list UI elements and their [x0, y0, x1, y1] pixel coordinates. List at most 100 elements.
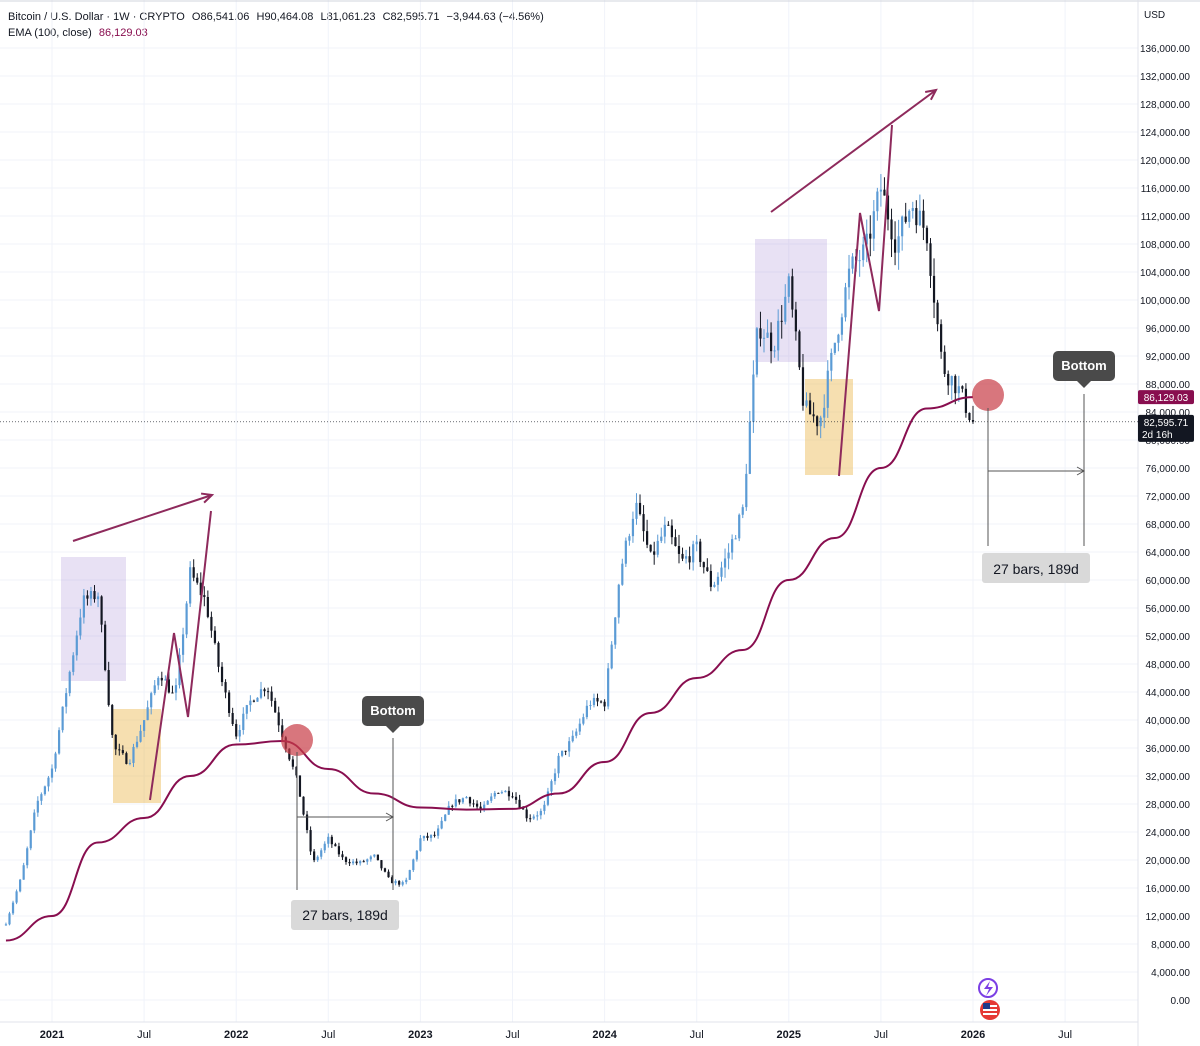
candle-body — [366, 859, 369, 862]
y-tick-label: 100,000.00 — [1140, 296, 1190, 307]
candle-body — [557, 755, 560, 774]
candle-body — [610, 644, 613, 669]
candle-body — [522, 808, 525, 810]
ema-price-tag: 86,129.03 — [1138, 390, 1194, 405]
candle-body — [330, 836, 333, 845]
candle-body — [929, 243, 932, 276]
candle-body — [224, 682, 227, 693]
candle-body — [592, 697, 596, 706]
y-tick-label: 124,000.00 — [1140, 128, 1190, 139]
candle-body — [663, 524, 666, 537]
candle-body — [614, 617, 617, 645]
candle-body — [653, 551, 656, 555]
candle-body — [394, 881, 397, 884]
low-value: 81,061.23 — [326, 11, 376, 23]
countdown-text: 2d 16h — [1142, 430, 1173, 441]
candle-body — [692, 544, 695, 563]
candle-body — [670, 525, 674, 538]
candle-body — [114, 734, 117, 750]
candle-body — [858, 260, 861, 262]
candle-body — [468, 797, 472, 804]
candle-body — [890, 219, 893, 240]
last-price-tag: 82,595.71 2d 16h — [1138, 414, 1194, 442]
candle-body — [479, 806, 482, 810]
candle-body — [784, 296, 787, 322]
candle-body — [475, 803, 479, 807]
candle-body — [932, 275, 936, 303]
x-tick-label: Jul — [874, 1029, 888, 1041]
candle-body — [621, 563, 624, 585]
last-price-text: 82,595.71 — [1144, 418, 1189, 429]
x-tick-label: 2025 — [777, 1029, 801, 1041]
bottom-callout-2[interactable]: Bottom — [1053, 351, 1115, 388]
candle-body — [373, 854, 376, 857]
trend-arrow-2025 — [770, 89, 937, 213]
range-label-box-2[interactable]: 27 bars, 189d — [982, 553, 1090, 583]
candle-body — [174, 685, 178, 693]
bottom-callout-1[interactable]: Bottom — [362, 696, 424, 733]
candle-body — [667, 524, 670, 526]
ema-label[interactable]: EMA (100, close) — [8, 27, 92, 39]
candle-body — [228, 692, 231, 713]
candle-body — [270, 691, 273, 701]
candle-body — [238, 729, 241, 737]
bottom-label-1: Bottom — [370, 703, 416, 718]
ema-tag-text: 86,129.03 — [1144, 393, 1189, 404]
candle-body — [660, 536, 663, 541]
candle-body — [798, 331, 801, 368]
time-axis: 2021 Jul 2022 Jul 2023 Jul 2024 Jul 2025 Jul 2026 J… — [40, 1029, 1072, 1041]
candle-body — [833, 342, 836, 353]
range-label-2: 27 bars, 189d — [993, 561, 1079, 577]
candle-body — [96, 596, 100, 600]
y-tick-label: 112,000.00 — [1141, 212, 1191, 223]
candle-body — [536, 815, 539, 817]
currency-label[interactable]: USD — [1144, 10, 1166, 21]
candle-body — [348, 861, 351, 864]
candle-body — [575, 731, 578, 736]
range-label-box-1[interactable]: 27 bars, 189d — [291, 900, 399, 930]
candle-body — [748, 421, 751, 474]
candle-body — [964, 388, 968, 413]
candle-body — [259, 689, 263, 698]
lightning-icon[interactable] — [978, 978, 998, 998]
y-tick-label: 16,000.00 — [1146, 884, 1191, 895]
y-tick-label: 92,000.00 — [1146, 352, 1191, 363]
candle-body — [401, 882, 404, 885]
candle-body — [444, 814, 447, 821]
candle-body — [72, 655, 75, 672]
candle-body — [465, 797, 468, 799]
candle-body — [189, 567, 192, 604]
candle-body — [89, 591, 93, 599]
y-tick-label: 68,000.00 — [1146, 520, 1191, 531]
candle-body — [713, 584, 716, 587]
candle-body — [631, 518, 635, 537]
candle-body — [29, 830, 32, 849]
candle-body — [957, 386, 960, 394]
y-tick-label: 12,000.00 — [1146, 912, 1191, 923]
y-tick-label: 84,000.00 — [1146, 408, 1191, 419]
candle-body — [656, 540, 659, 555]
candle-body — [362, 861, 365, 863]
candle-body — [15, 891, 18, 903]
us-flag-icon[interactable] — [980, 1000, 1000, 1020]
candle-body — [908, 210, 911, 222]
candle-body — [274, 700, 277, 713]
candle-body — [762, 337, 766, 339]
candle-body — [309, 830, 312, 852]
candle-body — [210, 616, 213, 631]
candle-body — [231, 712, 234, 724]
candle-body — [709, 570, 712, 587]
candle-body — [351, 861, 355, 864]
candle-body — [897, 236, 900, 253]
zigzag-2025 — [838, 124, 893, 477]
candle-body — [511, 796, 514, 798]
candle-body — [943, 351, 946, 374]
candle-body — [249, 700, 252, 706]
candle-body — [543, 804, 546, 811]
candle-body — [862, 244, 865, 261]
candle-body — [132, 746, 135, 763]
candle-body — [390, 877, 394, 884]
candle-body — [408, 870, 411, 880]
candle-body — [192, 567, 195, 578]
